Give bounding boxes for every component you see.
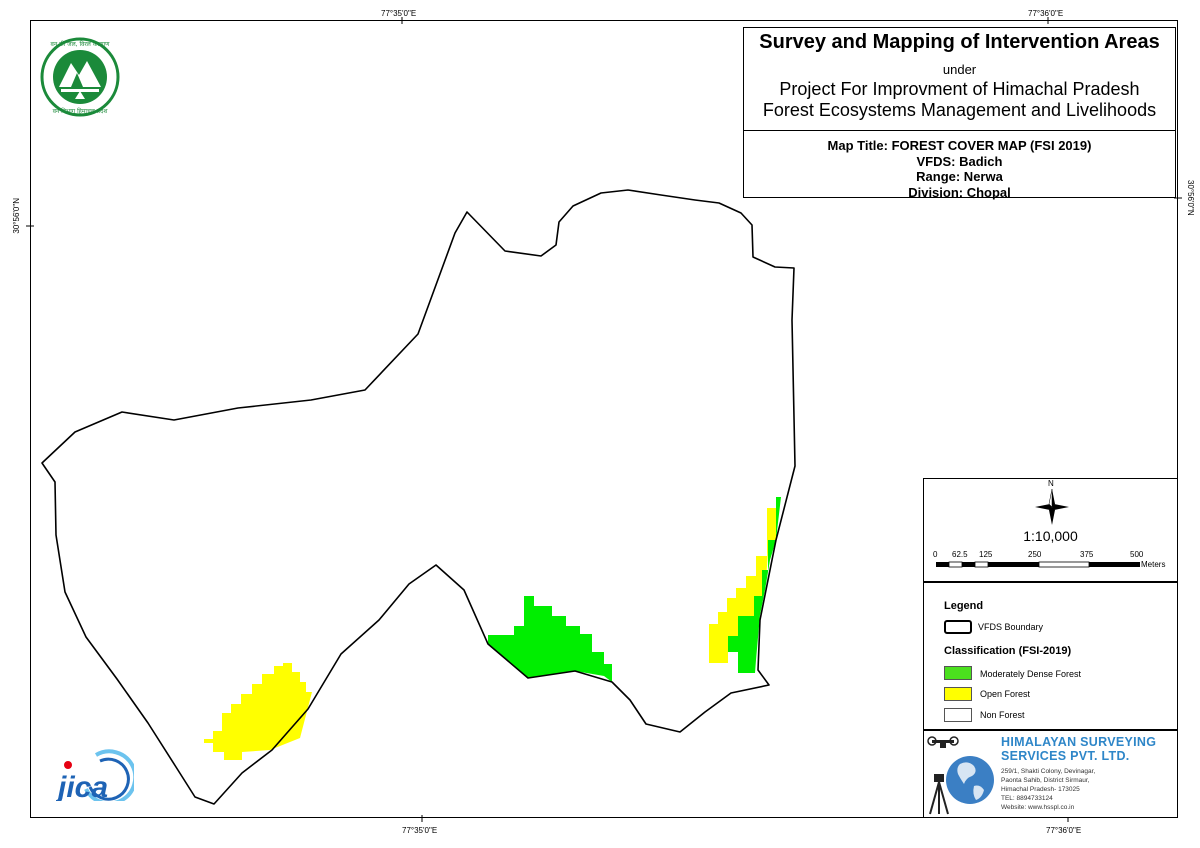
legend-box: Legend VFDS Boundary Classification (FSI… — [923, 582, 1178, 730]
project-title: Project For Improvment of Himachal Prade… — [744, 79, 1175, 121]
top-right-longitude-label: 77°36'0"E — [1028, 9, 1064, 18]
logo-bottom-text: वन विभाग हिमाचल प्रदेश — [53, 107, 109, 115]
legend-boundary-swatch — [944, 620, 972, 634]
scale-tick-0: 0 — [933, 550, 938, 559]
map-frame — [30, 20, 1178, 818]
open-forest-patch-sw — [204, 663, 312, 760]
bottom-left-longitude-label: 77°35'0"E — [402, 826, 438, 835]
legend-classification-title: Classification (FSI-2019) — [944, 645, 1072, 657]
company-website: Website: www.hsspl.co.in — [1001, 804, 1075, 811]
company-phone: TEL: 8894733124 — [1001, 795, 1053, 802]
logo-top-text: वन की जल, विरल कल्याण — [50, 40, 110, 48]
scale-tick-375: 375 — [1080, 550, 1094, 559]
top-left-longitude-label: 77°35'0"E — [381, 9, 417, 18]
jica-wordmark: jica — [56, 771, 108, 801]
company-logo-icon — [927, 736, 994, 815]
legend-swatch-moderately-dense — [944, 666, 972, 680]
north-label: N — [1048, 479, 1054, 488]
forest-department-logo: वन की जल, विरल कल्याण वन विभाग हिमाचल प्… — [37, 37, 123, 122]
scale-box: N 1:10,000 0 62.5 125 250 375 500 Meters — [923, 478, 1178, 582]
company-name: HIMALAYAN SURVEYING SERVICES PVT. LTD. — [1001, 735, 1156, 763]
legend-label-moderately-dense: Moderately Dense Forest — [980, 669, 1082, 679]
company-block: HIMALAYAN SURVEYING SERVICES PVT. LTD. 2… — [923, 730, 1178, 818]
bottom-right-longitude-label: 77°36'0"E — [1046, 826, 1082, 835]
jica-logo: jica — [54, 741, 138, 806]
legend-label-open-forest: Open Forest — [980, 689, 1031, 699]
survey-title: Survey and Mapping of Intervention Areas — [759, 31, 1160, 53]
project-line-2: Forest Ecosystems Management and Livelih… — [762, 100, 1157, 120]
title-block: Survey and Mapping of Intervention Areas… — [743, 27, 1176, 200]
company-address-line-2: Paonta Sahib, District Sirmaur, — [1001, 777, 1090, 784]
scale-tick-250: 250 — [1028, 550, 1042, 559]
moderately-dense-patch-east — [728, 497, 781, 673]
project-line-1: Project For Improvment of Himachal Prade… — [779, 79, 1140, 99]
scale-tick-62-5: 62.5 — [952, 550, 968, 559]
map-metadata: Map Title: FOREST COVER MAP (FSI 2019) V… — [744, 138, 1175, 200]
legend-swatch-non-forest — [944, 708, 972, 722]
vfds-boundary — [41, 189, 796, 805]
map-title: Map Title: FOREST COVER MAP (FSI 2019) — [827, 138, 1092, 153]
scale-tick-500: 500 — [1130, 550, 1144, 559]
scale-ratio: 1:10,000 — [1023, 528, 1078, 544]
scale-bar — [936, 561, 1140, 568]
company-address: 259/1, Shakti Colony, Devinagar, Paonta … — [1001, 767, 1095, 812]
legend-title: Legend — [944, 600, 984, 612]
title-separator — [744, 130, 1175, 131]
scale-unit: Meters — [1141, 560, 1166, 569]
open-forest-patch-east — [709, 508, 776, 672]
under-text: under — [942, 62, 977, 77]
company-name-line-1: HIMALAYAN SURVEYING — [1001, 735, 1157, 749]
division-name: Division: Chopal — [908, 184, 1011, 200]
company-address-line-3: Himachal Pradesh- 173025 — [1001, 786, 1080, 793]
company-name-line-2: SERVICES PVT. LTD. — [1001, 749, 1130, 763]
legend-boundary-label: VFDS Boundary — [978, 622, 1044, 632]
north-arrow-icon — [1035, 488, 1069, 525]
legend-label-non-forest: Non Forest — [980, 710, 1025, 720]
scale-tick-125: 125 — [979, 550, 993, 559]
company-address-line-1: 259/1, Shakti Colony, Devinagar, — [1001, 768, 1096, 775]
legend-swatch-open-forest — [944, 687, 972, 701]
right-latitude-label: 30°56'0"N — [1186, 180, 1195, 216]
range-name: Range: Nerwa — [916, 169, 1003, 184]
moderately-dense-patch-central — [488, 596, 612, 682]
vfds-name: VFDS: Badich — [916, 153, 1003, 169]
